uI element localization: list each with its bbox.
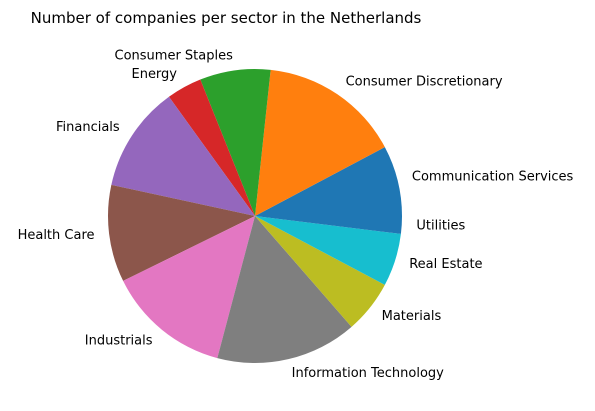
- pie-label-health-care: Health Care: [18, 228, 95, 243]
- pie-label-real-estate: Real Estate: [409, 257, 482, 272]
- pie-label-energy: Energy: [131, 67, 177, 82]
- pie-labels: Communication Services Consumer Discretio…: [18, 48, 574, 381]
- pie-slice-industrials: [123, 216, 256, 359]
- pie-slice-materials: [255, 216, 385, 327]
- chart-title: Number of companies per sector in the Ne…: [31, 9, 422, 27]
- pie-slices: [108, 69, 402, 364]
- pie-slice-consumer-discretionary: [255, 69, 385, 216]
- pie-label-financials: Financials: [56, 120, 120, 135]
- pie-label-consumer-staples: Consumer Staples: [115, 48, 234, 63]
- pie-slice-financials: [111, 96, 255, 216]
- pie-label-industrials: Industrials: [85, 334, 153, 349]
- pie-label-information-technology: Information Technology: [292, 366, 445, 381]
- pie-slice-energy: [168, 79, 255, 216]
- pie-slice-real-estate: [255, 216, 401, 285]
- pie-label-consumer-discretionary: Consumer Discretionary: [346, 75, 503, 90]
- pie-slice-information-technology: [217, 216, 352, 364]
- pie-label-communication-services: Communication Services: [412, 169, 574, 184]
- pie-slice-communication-services: [255, 147, 402, 216]
- pie-slice-utilities: [255, 216, 402, 234]
- pie-slice-consumer-staples: [200, 69, 271, 217]
- pie-label-utilities: Utilities: [416, 218, 465, 233]
- pie-label-materials: Materials: [382, 309, 442, 324]
- pie-slice-health-care: [108, 184, 255, 281]
